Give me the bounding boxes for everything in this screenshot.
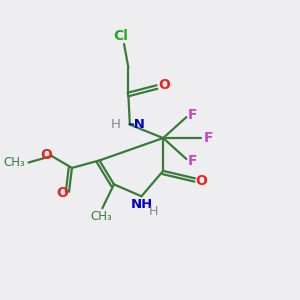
Text: F: F xyxy=(203,131,213,145)
Text: O: O xyxy=(196,174,207,188)
Text: F: F xyxy=(188,108,197,122)
Text: –N: –N xyxy=(127,118,145,130)
Text: Cl: Cl xyxy=(114,28,129,43)
Text: O: O xyxy=(40,148,52,162)
Text: F: F xyxy=(188,154,197,168)
Text: NH: NH xyxy=(131,198,153,211)
Text: CH₃: CH₃ xyxy=(4,156,26,169)
Text: H: H xyxy=(111,118,121,130)
Text: O: O xyxy=(57,186,69,200)
Text: H: H xyxy=(149,205,158,218)
Text: CH₃: CH₃ xyxy=(90,210,112,223)
Text: O: O xyxy=(158,78,170,92)
